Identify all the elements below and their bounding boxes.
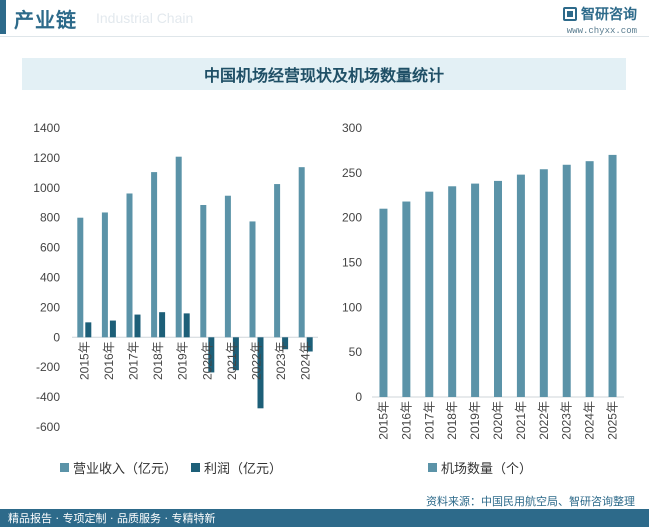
right-y-tick-label: 200 [342, 211, 362, 225]
left-y-tick-label: 800 [40, 211, 60, 225]
brand-name: 智研咨询 [581, 7, 637, 23]
profit-bar [159, 312, 166, 338]
profit-bar [183, 313, 190, 338]
revenue-bar [298, 167, 305, 338]
left-x-tick-label: 2015年 [77, 341, 91, 380]
section-subtitle: Industrial Chain [96, 10, 194, 26]
revenue-bar [274, 184, 281, 338]
right-x-tick-label: 2021年 [514, 401, 528, 440]
left-x-tick-label: 2024年 [299, 341, 313, 380]
left-y-tick-label: 200 [40, 300, 60, 314]
airport-count-bar [402, 201, 411, 397]
left-y-tick-label: -400 [36, 390, 60, 404]
source-note: 资料来源：中国民用航空局、智研咨询整理 [426, 495, 635, 508]
legend-swatch-profit [191, 463, 201, 472]
brand-logo-icon [563, 7, 577, 21]
profit-bar [306, 337, 313, 352]
right-y-tick-label: 0 [355, 390, 362, 404]
right-y-tick-label: 100 [342, 300, 362, 314]
revenue-bar [151, 172, 158, 338]
right-x-tick-label: 2025年 [606, 401, 620, 440]
header-accent [0, 0, 6, 34]
chart-title-bar: 中国机场经营现状及机场数量统计 [22, 58, 626, 90]
airport-count-bar [516, 174, 525, 397]
legend-left: 营业收入（亿元） 利润（亿元） [60, 458, 282, 477]
left-y-tick-label: 600 [40, 241, 60, 255]
header-band [0, 0, 649, 40]
brand-url: www.chyxx.com [566, 26, 637, 36]
legend-item-airports: 机场数量（个） [428, 458, 532, 477]
left-y-tick-label: 400 [40, 271, 60, 285]
legend-label-revenue: 营业收入（亿元） [73, 462, 178, 477]
right-y-tick-label: 50 [349, 345, 363, 359]
left-x-tick-label: 2018年 [151, 341, 165, 380]
airport-count-bar [608, 154, 617, 397]
airport-count-bar [494, 180, 502, 397]
revenue-bar [126, 193, 133, 338]
chart-title: 中国机场经营现状及机场数量统计 [203, 66, 444, 85]
legend-item-profit: 利润（亿元） [191, 458, 282, 477]
revenue-bar [101, 212, 108, 338]
revenue-bar [249, 221, 256, 338]
left-y-tick-label: -200 [36, 360, 60, 374]
right-x-tick-label: 2022年 [537, 401, 551, 440]
left-x-tick-label: 2020年 [200, 341, 214, 380]
profit-bar [208, 337, 215, 373]
profit-bar [109, 320, 116, 338]
left-x-tick-label: 2016年 [102, 341, 116, 380]
left-x-tick-label: 2017年 [127, 341, 141, 380]
section-title: 产业链 [14, 8, 77, 32]
right-x-tick-label: 2015年 [376, 401, 390, 440]
airport-count-bar [448, 186, 457, 397]
airport-count-bar [539, 169, 548, 397]
left-y-tick-label: 1400 [33, 121, 60, 135]
right-x-tick-label: 2019年 [468, 401, 482, 440]
right-x-tick-label: 2020年 [491, 401, 505, 440]
legend-swatch-airports [428, 463, 437, 472]
left-x-tick-label: 2019年 [176, 341, 190, 380]
left-y-tick-label: 0 [53, 330, 60, 344]
right-x-tick-label: 2017年 [422, 401, 436, 440]
revenue-bar [200, 204, 207, 338]
right-x-tick-label: 2016年 [399, 401, 413, 440]
right-x-tick-label: 2023年 [560, 401, 574, 440]
right-x-tick-label: 2024年 [583, 401, 597, 440]
revenue-bar [77, 217, 84, 338]
legend-label-profit: 利润（亿元） [204, 462, 283, 477]
legend-item-revenue: 营业收入（亿元） [60, 458, 177, 477]
left-y-tick-label: -600 [36, 420, 60, 434]
footer-tags: 精品报告 · 专项定制 · 品质服务 · 专精特新 [8, 512, 216, 525]
profit-bar [85, 322, 92, 338]
left-x-tick-label: 2022年 [250, 341, 264, 380]
revenue-bar [224, 195, 231, 338]
right-y-tick-label: 250 [342, 166, 362, 180]
legend-label-airports: 机场数量（个） [441, 462, 533, 477]
left-x-tick-label: 2023年 [274, 341, 288, 380]
left-x-tick-label: 2021年 [225, 341, 239, 380]
airport-count-bar [471, 183, 480, 397]
legend-right: 机场数量（个） [428, 458, 532, 477]
profit-bar [134, 314, 141, 338]
airport-count-bar [585, 161, 594, 397]
right-y-tick-label: 300 [342, 121, 362, 135]
profit-bar [232, 337, 239, 371]
profit-bar [257, 337, 264, 409]
header-divider [0, 36, 649, 37]
brand: 智研咨询 [563, 4, 637, 24]
revenue-bar [175, 156, 182, 338]
footer-bar [0, 509, 649, 527]
airport-count-bar [562, 164, 571, 397]
profit-bar [282, 337, 289, 350]
right-x-tick-label: 2018年 [445, 401, 459, 440]
left-y-tick-label: 1000 [33, 181, 60, 195]
left-y-tick-label: 1200 [33, 151, 60, 165]
airport-count-bar [379, 208, 388, 397]
right-y-tick-label: 150 [342, 256, 362, 270]
legend-swatch-revenue [60, 463, 69, 472]
airport-count-bar [425, 191, 434, 397]
